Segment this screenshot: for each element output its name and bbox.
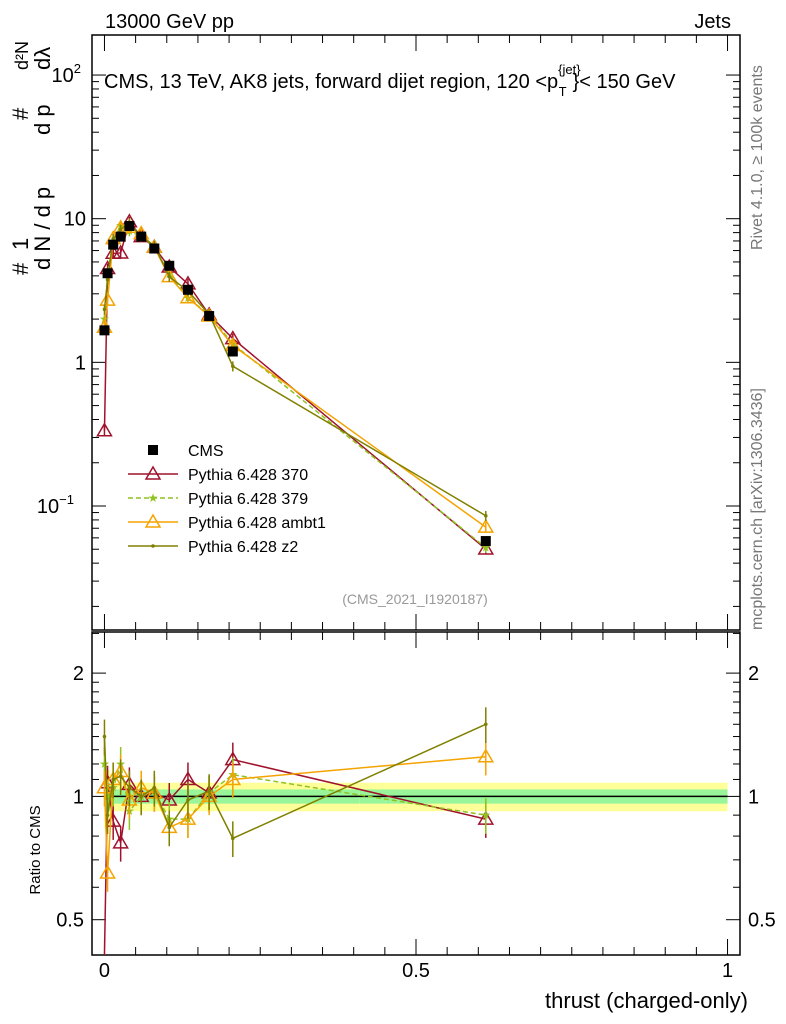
ratio-point [118, 774, 123, 779]
data-point [483, 513, 488, 518]
svg-text:d N / d p: d N / d p [30, 187, 55, 270]
legend-marker [151, 544, 155, 548]
ratio-point: ★ [99, 757, 110, 771]
data-point [179, 289, 197, 304]
svg-text:d p: d p [30, 104, 55, 135]
ratio-tick-label-left: 1 [73, 786, 84, 808]
ratio-tick-label-right: 1 [748, 786, 759, 808]
y-tick-label: 10−1 [37, 492, 74, 518]
y-tick-label: 1 [75, 352, 86, 374]
data-point [111, 236, 115, 241]
reference-point [108, 239, 119, 250]
legend-marker [144, 465, 162, 480]
data-point [118, 227, 123, 232]
ratio-point [477, 748, 495, 763]
ratio-series-line [103, 723, 487, 840]
ratio-point: ★ [480, 808, 491, 822]
ratio-point [96, 779, 113, 794]
legend-label: Pythia 6.428 z2 [188, 539, 298, 556]
data-point [102, 307, 107, 312]
ratio-series-line [103, 755, 486, 874]
svg-text:#: # [8, 262, 33, 275]
ratio-point [104, 812, 122, 827]
ratio-point [186, 798, 190, 802]
svg-text:dλ: dλ [30, 47, 55, 70]
rivet-label: Rivet 4.1.0, ≥ 100k events [749, 65, 766, 250]
reference-point [164, 260, 175, 271]
analysis-id: (CMS_2021_I1920187) [342, 591, 488, 607]
legend-marker [148, 445, 158, 455]
y-axis-label: # 1 d N / d p # d p d²N dλ [8, 41, 55, 275]
ratio-point [179, 810, 197, 825]
x-tick-label: 0 [99, 960, 110, 982]
data-point [231, 364, 235, 368]
x-tick-label: 1 [722, 960, 733, 982]
ratio-point [483, 722, 488, 727]
data-point [99, 291, 116, 306]
reference-point [136, 231, 147, 242]
ratio-point [167, 825, 172, 830]
header-right: Jets [694, 11, 731, 33]
legend-marker: ★ [148, 491, 159, 505]
ratio-point [231, 836, 235, 841]
ratio-point [99, 864, 116, 879]
legend-label: Pythia 6.428 370 [188, 467, 308, 484]
svg-text:d²N: d²N [12, 41, 32, 70]
y-tick-label: 102 [52, 61, 81, 87]
legend-label: CMS [188, 443, 224, 460]
ratio-point [112, 834, 129, 849]
svg-text:1: 1 [8, 238, 33, 250]
reference-point [149, 243, 160, 254]
ratio-tick-label-right: 2 [748, 663, 759, 685]
reference-point [124, 220, 135, 231]
reference-point [227, 346, 238, 357]
reference-point [115, 231, 126, 242]
x-tick-label: 0.5 [402, 960, 430, 982]
ratio-point [111, 777, 115, 782]
data-point [105, 278, 110, 282]
data-point [167, 274, 172, 279]
ratio-point [152, 785, 157, 790]
ratio-point [127, 785, 132, 790]
data-point [477, 518, 495, 533]
ratio-point [102, 734, 107, 739]
header-left: 13000 GeV pp [105, 11, 234, 33]
data-point [96, 422, 113, 437]
ratio-y-axis-label: Ratio to CMS [27, 805, 44, 894]
mcplots-label: mcplots.cern.ch [arXiv:1306.3436] [749, 388, 766, 630]
legend-marker [144, 513, 162, 528]
legend-label: Pythia 6.428 379 [188, 491, 308, 508]
ratio-tick-label-left: 0.5 [56, 910, 84, 932]
legend-label: Pythia 6.428 ambt1 [188, 515, 326, 532]
reference-point [182, 284, 193, 295]
y-tick-label: 10 [64, 209, 86, 231]
ratio-tick-label-right: 0.5 [748, 910, 776, 932]
ratio-point [139, 794, 144, 799]
reference-point [204, 311, 215, 322]
chart-title: CMS, 13 TeV, AK8 jets, forward dijet reg… [104, 62, 676, 99]
reference-point [99, 325, 110, 336]
ratio-point [105, 813, 110, 817]
data-point [112, 244, 129, 259]
data-point [477, 540, 495, 555]
svg-text:#: # [8, 107, 33, 120]
x-axis-label: thrust (charged-only) [545, 988, 748, 1013]
reference-point [480, 536, 491, 547]
ratio-point [207, 789, 211, 793]
ratio-tick-label-left: 2 [73, 663, 84, 685]
data-point: ★ [480, 541, 491, 555]
reference-point [102, 268, 113, 279]
ratio-point [224, 770, 242, 786]
